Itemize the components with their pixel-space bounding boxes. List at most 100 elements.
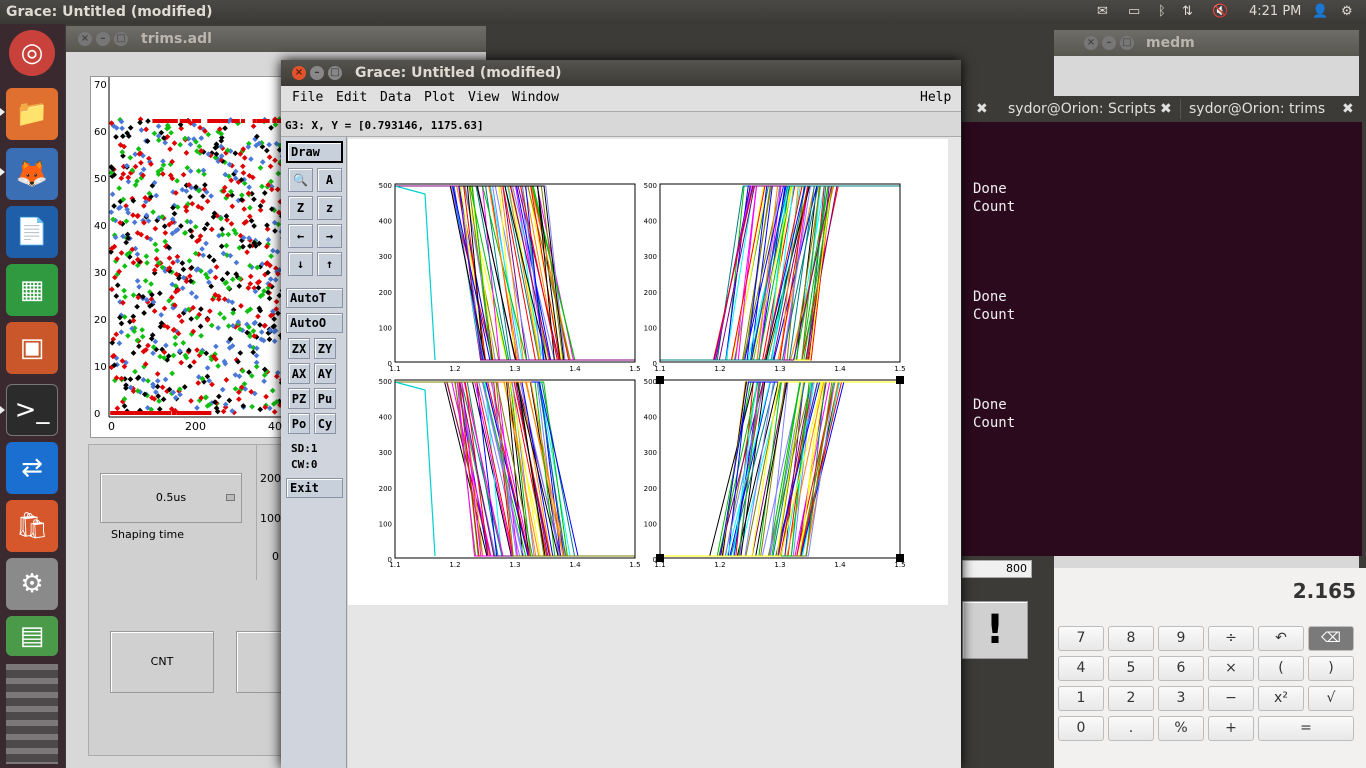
tool-button[interactable]: → xyxy=(317,224,342,248)
calc-key[interactable]: x² xyxy=(1258,686,1304,711)
calc-key[interactable]: 4 xyxy=(1058,656,1104,681)
system-settings-icon[interactable]: ⚙ xyxy=(6,558,58,610)
calc-key[interactable]: ( xyxy=(1258,656,1304,681)
calc-key[interactable]: 1 xyxy=(1058,686,1104,711)
minimize-button[interactable]: – xyxy=(96,32,110,46)
teamviewer-icon[interactable]: ⇄ xyxy=(6,442,58,494)
y-tick-label: 60 xyxy=(94,127,107,138)
firefox-icon[interactable]: 🦊 xyxy=(6,148,58,200)
close-tab-icon[interactable]: ✖ xyxy=(1160,101,1172,117)
calc-sheet-icon[interactable]: ▦ xyxy=(6,264,58,316)
menu-edit[interactable]: Edit xyxy=(336,90,368,105)
graph-x-tick: 1.3 xyxy=(509,561,520,569)
menu-view[interactable]: View xyxy=(468,90,500,105)
ubuntu-logo-icon[interactable]: ◎ xyxy=(9,30,55,76)
tool-button[interactable]: AX xyxy=(288,363,310,384)
close-tab-icon[interactable]: ✖ xyxy=(976,101,988,117)
graph-x-tick: 1.1 xyxy=(654,561,665,569)
selection-handle[interactable] xyxy=(896,554,904,562)
gear-icon[interactable]: ⚙ xyxy=(1341,4,1353,19)
tool-button[interactable]: AY xyxy=(314,363,336,384)
files-icon[interactable]: 📁 xyxy=(6,88,58,140)
selection-handle[interactable] xyxy=(656,554,664,562)
tool-button[interactable]: Cy xyxy=(314,413,336,434)
calc-key[interactable]: ⌫ xyxy=(1308,626,1354,651)
alarm-button[interactable]: ! xyxy=(962,601,1028,659)
maximize-button[interactable]: □ xyxy=(328,66,342,80)
minimize-button[interactable]: – xyxy=(1102,36,1116,50)
calc-key[interactable]: × xyxy=(1208,656,1254,681)
maximize-button[interactable]: □ xyxy=(1120,36,1134,50)
tool-button[interactable]: ↑ xyxy=(317,252,342,276)
calc-key[interactable]: 5 xyxy=(1108,656,1154,681)
tool-button[interactable]: PZ xyxy=(288,388,310,409)
tab-trims[interactable]: sydor@Orion: trims xyxy=(1189,101,1326,117)
tool-button[interactable]: ← xyxy=(288,224,313,248)
writer-icon[interactable]: 📄 xyxy=(6,206,58,258)
calc-key[interactable]: ÷ xyxy=(1208,626,1254,651)
menu-data[interactable]: Data xyxy=(380,90,412,105)
partial-button[interactable] xyxy=(236,631,286,693)
calc-key[interactable]: + xyxy=(1208,716,1254,741)
calc-key[interactable]: ) xyxy=(1308,656,1354,681)
bluetooth-icon[interactable]: ᛒ xyxy=(1158,4,1166,19)
close-button[interactable]: × xyxy=(292,66,306,80)
calc-key[interactable]: % xyxy=(1158,716,1204,741)
calc-key[interactable]: . xyxy=(1108,716,1154,741)
calc-key[interactable]: 0 xyxy=(1058,716,1104,741)
sound-muted-icon[interactable]: 🔇 xyxy=(1212,4,1229,19)
canvas-area[interactable]: 500 400 300 200 100 0 1.1 1.2 1.3 1.4 1.5 500 400 300… xyxy=(348,137,961,768)
graph-y-tick: 200 xyxy=(644,485,657,493)
graph-y-tick: 0 xyxy=(653,360,657,368)
network-icon[interactable]: ⇅ xyxy=(1182,4,1193,19)
tab-scripts[interactable]: sydor@Orion: Scripts xyxy=(1008,101,1156,117)
maximize-button[interactable]: □ xyxy=(114,32,128,46)
close-tab-icon[interactable]: ✖ xyxy=(1342,101,1354,117)
tool-button[interactable]: 🔍 xyxy=(288,168,313,192)
mail-icon[interactable]: ✉ xyxy=(1097,4,1108,19)
draw-button[interactable]: Draw xyxy=(286,141,343,163)
tool-button[interactable]: A xyxy=(317,168,342,192)
menu-help[interactable]: Help xyxy=(920,90,952,105)
close-button[interactable]: × xyxy=(78,32,92,46)
calc-key[interactable]: 2 xyxy=(1108,686,1154,711)
impress-icon[interactable]: ▣ xyxy=(6,322,58,374)
terminal-icon[interactable]: >_ xyxy=(6,384,58,436)
calc-key[interactable]: 7 xyxy=(1058,626,1104,651)
minimize-button[interactable]: – xyxy=(310,66,324,80)
clock[interactable]: 4:21 PM xyxy=(1249,4,1302,19)
terminal-output[interactable]: Done Count Done Count Done Count xyxy=(973,181,1016,431)
workspace-icon[interactable]: ▤ xyxy=(6,616,58,656)
menu-window[interactable]: Window xyxy=(512,90,559,105)
calc-key[interactable]: 9 xyxy=(1158,626,1204,651)
battery-icon[interactable]: ▭ xyxy=(1128,4,1141,19)
plot-canvas[interactable]: 500 400 300 200 100 0 1.1 1.2 1.3 1.4 1.5 500 400 300… xyxy=(348,139,948,605)
menu-file[interactable]: File xyxy=(292,90,324,105)
tool-button[interactable]: ZX xyxy=(288,338,310,359)
exit-button[interactable]: Exit xyxy=(286,478,343,498)
autoo-button[interactable]: AutoO xyxy=(286,313,343,333)
software-center-icon[interactable]: 🛍 xyxy=(6,500,58,552)
tool-button[interactable]: Z xyxy=(288,196,313,220)
selection-handle[interactable] xyxy=(896,376,904,384)
selection-handle[interactable] xyxy=(656,376,664,384)
calc-key[interactable]: = xyxy=(1258,716,1354,741)
calc-key[interactable]: 3 xyxy=(1158,686,1204,711)
calc-key[interactable]: − xyxy=(1208,686,1254,711)
cnt-button[interactable]: CNT xyxy=(110,631,214,693)
calc-key[interactable]: 6 xyxy=(1158,656,1204,681)
calc-key[interactable]: √ xyxy=(1308,686,1354,711)
tool-button[interactable]: ZY xyxy=(314,338,336,359)
autot-button[interactable]: AutoT xyxy=(286,288,343,308)
stacked-windows-icon[interactable] xyxy=(6,664,58,764)
shaping-time-menu[interactable]: 0.5us xyxy=(100,473,242,523)
calc-key[interactable]: ↶ xyxy=(1258,626,1304,651)
menu-plot[interactable]: Plot xyxy=(424,90,456,105)
tool-button[interactable]: z xyxy=(317,196,342,220)
tool-button[interactable]: Pu xyxy=(314,388,336,409)
user-icon[interactable]: 👤 xyxy=(1312,4,1329,19)
tool-button[interactable]: Po xyxy=(288,413,310,434)
calc-key[interactable]: 8 xyxy=(1108,626,1154,651)
tool-button[interactable]: ↓ xyxy=(288,252,313,276)
close-button[interactable]: × xyxy=(1084,36,1098,50)
